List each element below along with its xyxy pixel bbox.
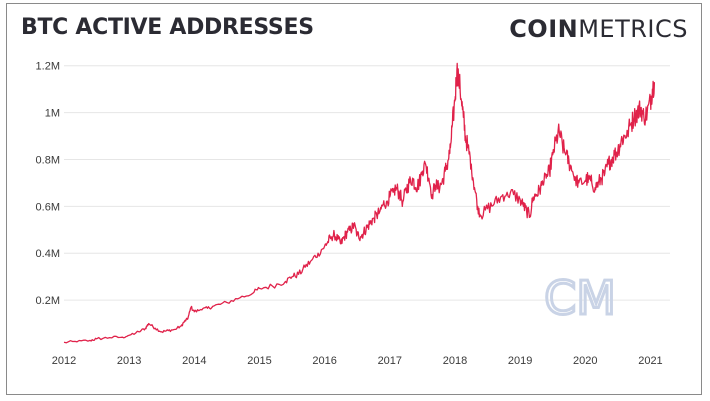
y-tick-label: 0.2M: [36, 295, 60, 307]
brand-logo-light: METRICS: [578, 15, 688, 43]
brand-logo: COINMETRICS: [509, 15, 688, 43]
x-tick-label: 2018: [443, 355, 467, 367]
x-tick-label: 2013: [117, 355, 141, 367]
chart-frame: [6, 3, 702, 395]
brand-logo-bold: COIN: [509, 15, 579, 43]
x-tick-label: 2014: [182, 355, 206, 367]
x-tick-label: 2021: [638, 355, 662, 367]
x-axis-ticks: 2012 2013 2014 2015 2016 2017 2018 2019 2020 2021: [52, 355, 663, 367]
chart-title: BTC ACTIVE ADDRESSES: [21, 15, 314, 40]
y-tick-label: 0.6M: [36, 201, 60, 213]
y-tick-label: 1.2M: [36, 61, 60, 73]
x-tick-label: 2019: [508, 355, 532, 367]
y-tick-label: 0.8M: [36, 154, 60, 166]
x-tick-label: 2017: [378, 355, 402, 367]
y-axis-ticks: 0.2M 0.4M 0.6M 0.8M 1M 1.2M: [36, 61, 60, 307]
grid-lines: [64, 65, 670, 301]
x-tick-label: 2012: [52, 355, 76, 367]
watermark-logo: CM: [543, 270, 618, 327]
watermark-text: CM: [544, 271, 616, 325]
series-line: [63, 62, 656, 344]
x-tick-label: 2020: [573, 355, 597, 367]
y-tick-label: 1M: [45, 108, 60, 120]
x-tick-label: 2015: [247, 355, 271, 367]
series-group: [63, 62, 656, 344]
y-tick-label: 0.4M: [36, 248, 60, 260]
x-tick-label: 2016: [312, 355, 336, 367]
